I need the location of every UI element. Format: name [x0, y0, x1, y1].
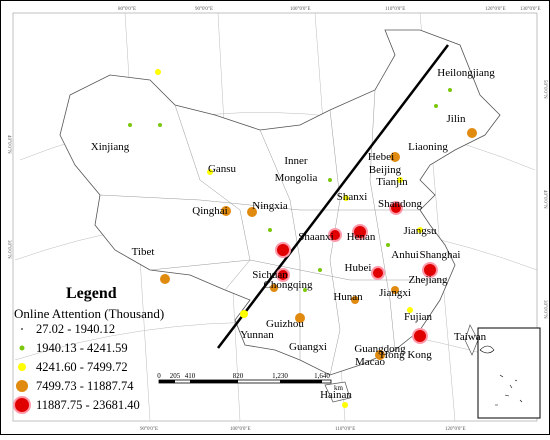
taiwan-outline — [464, 324, 479, 356]
legend-symbol — [16, 380, 28, 392]
scale-bar — [158, 379, 332, 384]
graticule-label: 110°0'0"E — [385, 7, 405, 12]
province-label: Gansu — [208, 163, 237, 175]
province-borders — [99, 89, 445, 376]
legend-symbol — [19, 345, 25, 351]
graticule-label: 100°0'0"E — [290, 7, 311, 12]
graticule-label: 30°0'0"N — [6, 240, 11, 259]
scale-label: 205 — [170, 372, 181, 380]
province-label: Jiangxi — [379, 287, 411, 299]
province-label: Shandong — [378, 198, 423, 210]
graticule-label: 40°0'0"N — [6, 135, 11, 154]
graticule-label: 120°0'0"E — [485, 7, 506, 12]
graticule-label: 120°0'0"E — [445, 427, 466, 432]
province-label: Hunan — [333, 291, 363, 303]
province-label: Qinghai — [192, 205, 227, 217]
province-label: Taiwan — [454, 331, 487, 343]
province-label: Shanxi — [337, 191, 368, 203]
graticule-label: 100°0'0"E — [230, 427, 251, 432]
graticule-label: 130°0'0"E — [520, 7, 541, 12]
scale-label: 410 — [185, 372, 196, 380]
province-label: Guangdong — [354, 343, 406, 355]
graticule-label: 30°0'0"N — [542, 300, 547, 319]
inset-islands — [479, 345, 523, 406]
province-label: Anhui — [391, 249, 419, 261]
province-label: Chongqing — [264, 279, 313, 291]
province-label: Sichuan — [252, 269, 288, 281]
legend-class: 7499.73 - 11887.74 — [36, 379, 134, 393]
legend-class: 11887.75 - 23681.40 — [36, 398, 140, 412]
province-label: Beijing — [369, 164, 402, 176]
province-label: Fujian — [404, 311, 433, 323]
legend-subtitle: Online Attention (Thousand) — [14, 306, 164, 321]
hainan-outline — [324, 381, 351, 403]
legend-class: 27.02 - 1940.12 — [36, 322, 115, 336]
province-label: Yunnan — [240, 329, 274, 341]
graticule-label: 80°0'0"E — [118, 7, 136, 12]
city-dots — [128, 69, 477, 408]
province-label: Guizhou — [266, 318, 304, 330]
inner-frame — [12, 12, 538, 422]
province-label: Henan — [347, 231, 376, 243]
legend-title: Legend — [66, 285, 117, 302]
legend-symbol — [21, 328, 23, 330]
province-label: Xinjiang — [91, 141, 130, 153]
graticule-label: 40°0'0"N — [542, 190, 547, 209]
province-label: Inner — [284, 155, 308, 167]
province-label: Heilongjiang — [437, 67, 495, 79]
province-label: Jilin — [447, 113, 466, 125]
scale-unit: km — [334, 384, 344, 392]
legend-class: 1940.13 - 4241.59 — [36, 341, 128, 355]
province-label: Shaanxi — [298, 231, 333, 243]
province-label: Macao — [355, 356, 385, 368]
graticule-label: 90°0'0"E — [195, 7, 213, 12]
province-label: Mongolia — [275, 172, 318, 184]
province-label: Tianjin — [376, 176, 408, 188]
scale-label: 1,230 — [272, 372, 288, 380]
scale-label: 1,640 — [314, 372, 330, 380]
province-label: Zhejiang — [408, 274, 448, 286]
graticule-label: 90°0'0"E — [140, 427, 158, 432]
graticule-label: 50°0'0"N — [542, 80, 547, 99]
province-label: Hubei — [345, 262, 372, 274]
province-label: Hainan — [320, 389, 352, 401]
scale-label: 0 — [157, 372, 161, 380]
province-label: Ningxia — [252, 200, 288, 212]
province-label: Shanghai — [420, 249, 461, 261]
scale-label: 820 — [233, 372, 244, 380]
hu-line — [217, 44, 449, 349]
province-label: Liaoning — [408, 141, 448, 153]
province-label: Hong Kong — [380, 349, 432, 361]
legend-class: 4241.60 - 7499.72 — [36, 360, 128, 374]
province-label: Hebei — [368, 151, 394, 163]
province-label: Tibet — [132, 246, 155, 258]
legend-symbol — [18, 363, 26, 371]
inset-frame — [477, 327, 541, 419]
legend-symbol — [13, 396, 31, 414]
province-label: Guangxi — [289, 341, 327, 353]
province-label: Jiangsu — [404, 225, 438, 237]
graticule-label: 110°0'0"E — [335, 427, 355, 432]
